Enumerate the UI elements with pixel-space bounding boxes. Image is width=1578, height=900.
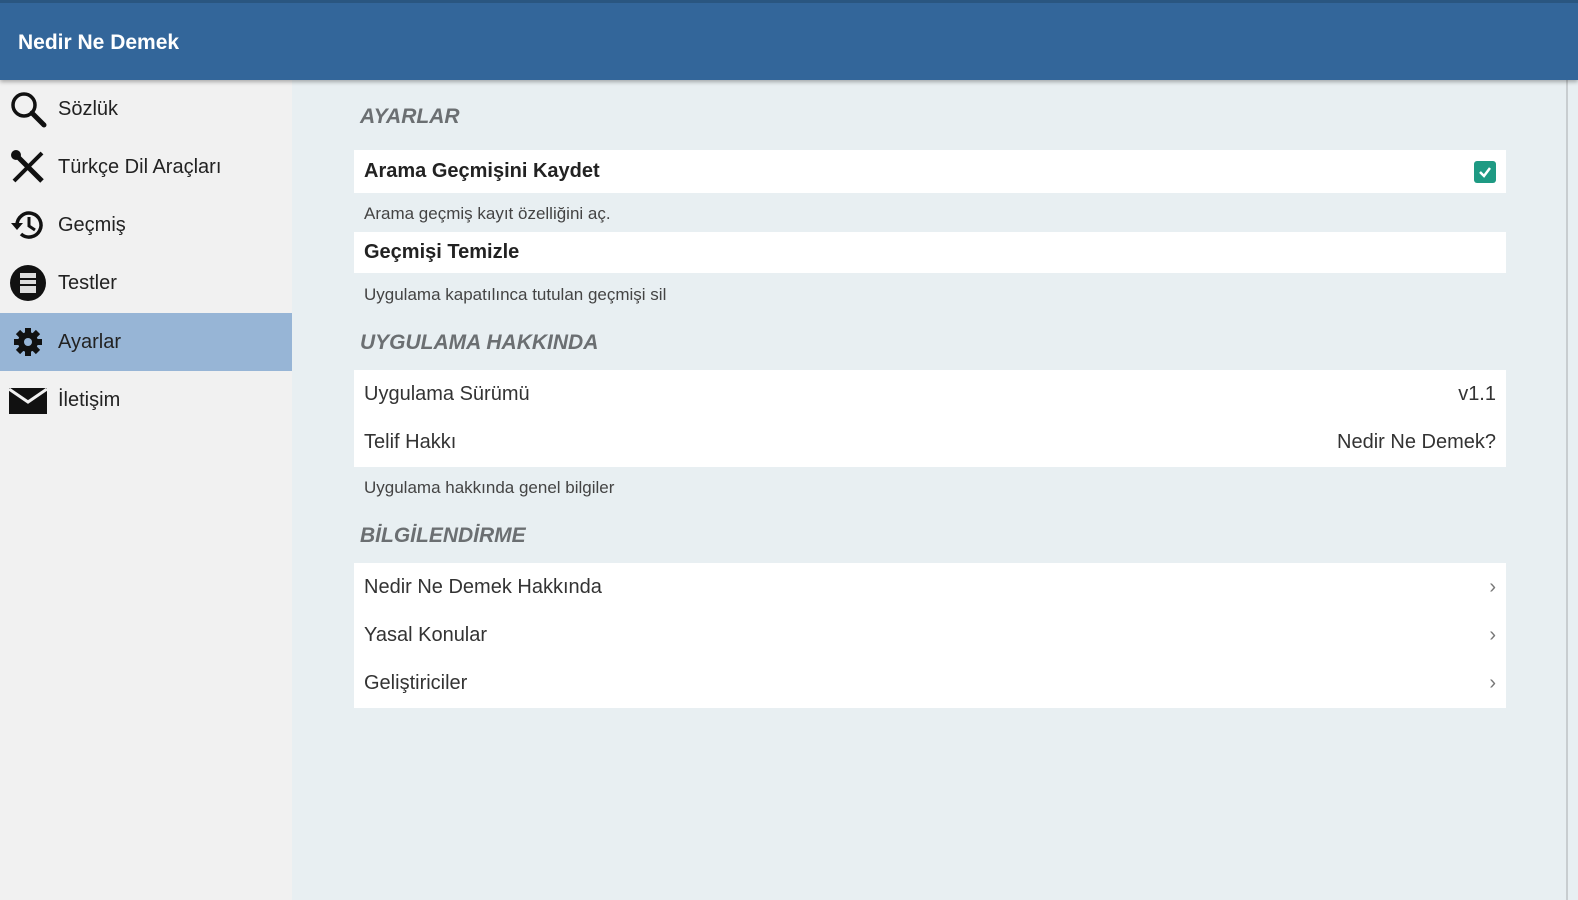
sidebar-item-label: Geçmiş <box>58 213 126 236</box>
sidebar: Sözlük Türkçe Dil Araçları Geçmiş Testle… <box>0 80 292 900</box>
save-history-card: Arama Geçmişini Kaydet <box>354 150 1506 193</box>
right-edge <box>1566 80 1578 900</box>
save-history-checkbox[interactable] <box>1474 160 1496 183</box>
info-card: Nedir Ne Demek Hakkında › Yasal Konular … <box>354 563 1506 708</box>
about-card: Uygulama Sürümü v1.1 Telif Hakkı Nedir N… <box>354 370 1506 467</box>
sidebar-item-label: Türkçe Dil Araçları <box>58 155 222 178</box>
app-header: Nedir Ne Demek <box>0 0 1578 80</box>
info-item-label: Geliştiriciler <box>364 671 468 694</box>
tools-icon <box>8 147 48 187</box>
version-value: v1.1 <box>1458 382 1496 405</box>
sidebar-item-iletisim[interactable]: İletişim <box>0 371 292 429</box>
settings-panel: AYARLAR Arama Geçmişini Kaydet Arama geç… <box>292 80 1566 900</box>
sidebar-item-label: Testler <box>58 271 117 294</box>
search-icon <box>8 89 48 129</box>
save-history-label: Arama Geçmişini Kaydet <box>364 160 600 182</box>
app-title: Nedir Ne Demek <box>18 31 180 54</box>
sidebar-item-sozluk[interactable]: Sözlük <box>0 80 292 138</box>
sidebar-item-ayarlar[interactable]: Ayarlar <box>0 313 292 371</box>
version-row: Uygulama Sürümü v1.1 <box>354 370 1506 418</box>
sidebar-item-label: Ayarlar <box>58 330 121 353</box>
sidebar-item-gecmis[interactable]: Geçmiş <box>0 196 292 254</box>
clear-history-label: Geçmişi Temizle <box>364 241 520 263</box>
mail-icon <box>8 380 48 420</box>
clear-history-row[interactable]: Geçmişi Temizle <box>354 232 1506 273</box>
info-item-label: Yasal Konular <box>364 623 488 646</box>
section-title-ayarlar: AYARLAR <box>360 105 460 128</box>
info-item-label: Nedir Ne Demek Hakkında <box>364 575 602 598</box>
info-item-gelistiriciler[interactable]: Geliştiriciler › <box>354 659 1506 707</box>
chevron-right-icon: › <box>1489 623 1496 646</box>
tests-icon <box>8 263 48 303</box>
clear-history-card: Geçmişi Temizle <box>354 232 1506 273</box>
history-icon <box>8 205 48 245</box>
chevron-right-icon: › <box>1489 575 1496 598</box>
save-history-row[interactable]: Arama Geçmişini Kaydet <box>354 150 1506 193</box>
info-item-yasal-konular[interactable]: Yasal Konular › <box>354 611 1506 659</box>
chevron-right-icon: › <box>1489 671 1496 694</box>
sidebar-item-testler[interactable]: Testler <box>0 254 292 312</box>
version-label: Uygulama Sürümü <box>364 382 530 405</box>
copyright-label: Telif Hakkı <box>364 430 457 453</box>
clear-history-description: Uygulama kapatılınca tutulan geçmişi sil <box>364 285 667 304</box>
sidebar-item-label: Sözlük <box>58 97 119 120</box>
copyright-row: Telif Hakkı Nedir Ne Demek? <box>354 418 1506 466</box>
copyright-value: Nedir Ne Demek? <box>1337 430 1496 453</box>
about-description: Uygulama hakkında genel bilgiler <box>364 478 615 497</box>
section-title-bilgilendirme: BİLGİLENDİRME <box>360 524 526 547</box>
sidebar-item-label: İletişim <box>58 388 121 411</box>
check-icon <box>1479 166 1491 178</box>
section-title-uygulama-hakkinda: UYGULAMA HAKKINDA <box>360 331 599 354</box>
info-item-hakkinda[interactable]: Nedir Ne Demek Hakkında › <box>354 563 1506 611</box>
sidebar-item-dil-araclari[interactable]: Türkçe Dil Araçları <box>0 138 292 196</box>
save-history-description: Arama geçmiş kayıt özelliğini aç. <box>364 204 611 223</box>
gear-icon <box>8 322 48 362</box>
